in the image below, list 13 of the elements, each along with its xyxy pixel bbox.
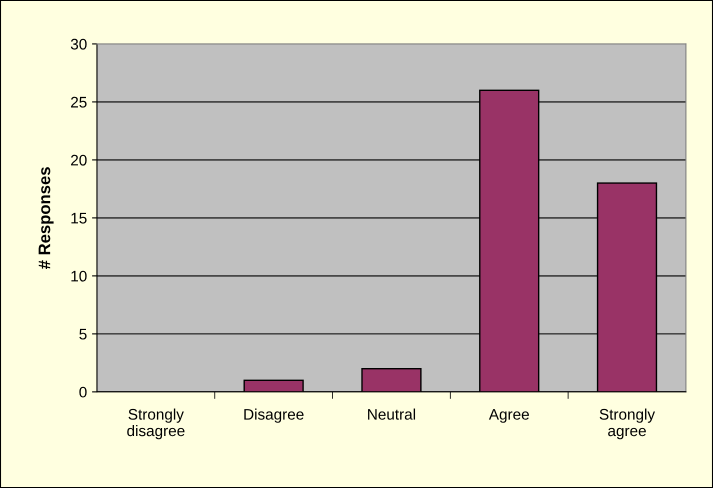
y-tick-label: 15 [71, 212, 87, 224]
x-tick-label: Strongly disagree [127, 408, 184, 440]
y-tick-label: 5 [79, 328, 87, 340]
x-tick-label: Agree [488, 409, 529, 423]
y-tick-label: 25 [71, 96, 87, 108]
x-tick-label: Strongly agree [600, 408, 656, 440]
y-tick-label: 30 [70, 38, 87, 50]
y-tick-label: 10 [71, 270, 87, 282]
x-tick-label: Disagree [244, 408, 304, 423]
x-tick-label: Neutral [368, 408, 416, 420]
y-tick-label: 0 [79, 386, 87, 398]
y-tick-label: 20 [71, 154, 87, 166]
y-axis-title: # Responses [38, 167, 54, 270]
